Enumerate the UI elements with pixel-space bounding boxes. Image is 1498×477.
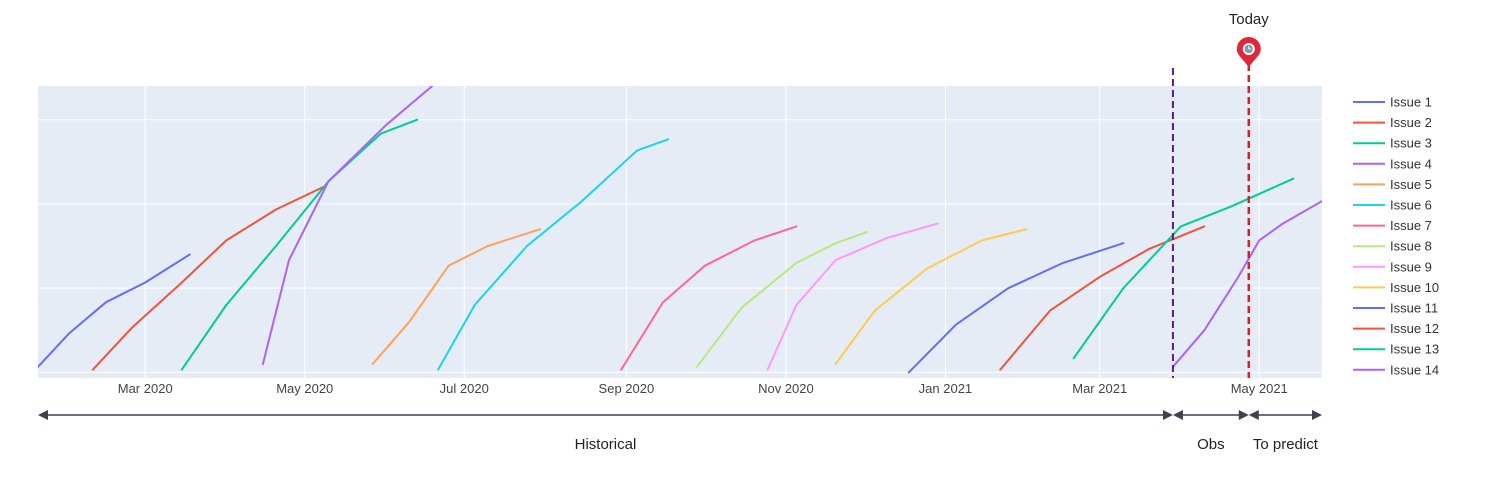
x-tick-label: Nov 2020 bbox=[758, 381, 814, 396]
x-tick-label: May 2020 bbox=[276, 381, 333, 396]
legend-label: Issue 2 bbox=[1390, 115, 1432, 130]
x-tick-label: Sep 2020 bbox=[599, 381, 655, 396]
legend-item: Issue 14 bbox=[1353, 362, 1439, 377]
series-line-issue-1 bbox=[38, 253, 191, 368]
series-line-issue-4 bbox=[261, 86, 434, 365]
legend-item: Issue 1 bbox=[1353, 95, 1432, 110]
legend-item: Issue 8 bbox=[1353, 239, 1432, 254]
x-tick-label: Mar 2020 bbox=[118, 381, 173, 396]
period-label-2: Obs bbox=[1197, 436, 1225, 453]
plot-background bbox=[38, 86, 1322, 378]
legend-label: Issue 7 bbox=[1390, 218, 1432, 233]
period-label-1: Historical bbox=[575, 436, 637, 453]
arrowhead-left-icon bbox=[1172, 410, 1183, 420]
legend-label: Issue 12 bbox=[1390, 321, 1439, 336]
legend-item: Issue 3 bbox=[1353, 136, 1432, 151]
legend-item: Issue 6 bbox=[1353, 198, 1432, 213]
legend-item: Issue 7 bbox=[1353, 218, 1432, 233]
legend-label: Issue 3 bbox=[1390, 136, 1432, 151]
legend-item: Issue 4 bbox=[1353, 156, 1432, 171]
series-line-issue-11 bbox=[907, 242, 1125, 374]
legend-label: Issue 9 bbox=[1390, 259, 1432, 274]
legend-item: Issue 5 bbox=[1353, 177, 1432, 192]
period-label-3: To predict bbox=[1253, 436, 1319, 453]
legend-label: Issue 10 bbox=[1390, 280, 1439, 295]
arrowhead-right-icon bbox=[1238, 410, 1249, 420]
series-line-issue-7 bbox=[620, 225, 798, 371]
legend-item: Issue 2 bbox=[1353, 115, 1432, 130]
series-line-issue-2 bbox=[91, 186, 324, 371]
x-tick-label: Mar 2021 bbox=[1072, 381, 1127, 396]
x-tick-label: Jul 2020 bbox=[440, 381, 489, 396]
series-line-issue-13 bbox=[1072, 177, 1295, 360]
x-tick-label: Jan 2021 bbox=[919, 381, 973, 396]
legend-item: Issue 9 bbox=[1353, 259, 1432, 274]
series-line-issue-10 bbox=[834, 228, 1028, 365]
x-tick-label: May 2021 bbox=[1231, 381, 1288, 396]
series-lines bbox=[38, 86, 1322, 374]
period-arrow-2 bbox=[1172, 410, 1249, 420]
series-line-issue-3 bbox=[180, 118, 419, 371]
period-arrow-3 bbox=[1248, 410, 1322, 420]
series-line-issue-6 bbox=[437, 138, 670, 371]
map-pin-icon bbox=[1236, 37, 1261, 68]
arrowhead-left-icon bbox=[1248, 410, 1259, 420]
series-line-issue-14 bbox=[1171, 200, 1322, 368]
reference-lines bbox=[1171, 64, 1251, 378]
series-line-issue-5 bbox=[371, 228, 542, 365]
series-line-issue-8 bbox=[696, 231, 868, 368]
legend-label: Issue 4 bbox=[1390, 156, 1432, 171]
arrowhead-left-icon bbox=[38, 410, 48, 420]
period-arrow-1 bbox=[38, 410, 1173, 420]
period-arrows: Historical Obs To predict bbox=[38, 410, 1322, 453]
legend: Issue 1 Issue 2 Issue 3 Issue 4 Issue 5 Issue… bbox=[1353, 95, 1439, 377]
legend-item: Issue 13 bbox=[1353, 342, 1439, 357]
legend-item: Issue 10 bbox=[1353, 280, 1439, 295]
plot-area bbox=[38, 86, 1322, 378]
x-axis-ticks: Mar 2020 May 2020 Jul 2020 Sep 2020 Nov 2020… bbox=[118, 381, 1288, 396]
legend-label: Issue 8 bbox=[1390, 239, 1432, 254]
series-line-issue-9 bbox=[766, 222, 939, 371]
arrowhead-right-icon bbox=[1162, 410, 1173, 420]
legend-label: Issue 6 bbox=[1390, 198, 1432, 213]
today-annotation: Today bbox=[1229, 11, 1270, 68]
legend-label: Issue 5 bbox=[1390, 177, 1432, 192]
legend-item: Issue 12 bbox=[1353, 321, 1439, 336]
legend-item: Issue 11 bbox=[1353, 301, 1438, 316]
gridlines bbox=[38, 86, 1322, 378]
legend-label: Issue 11 bbox=[1390, 301, 1438, 316]
legend-label: Issue 14 bbox=[1390, 362, 1439, 377]
legend-label: Issue 13 bbox=[1390, 342, 1439, 357]
today-label: Today bbox=[1229, 11, 1270, 28]
arrowhead-right-icon bbox=[1312, 410, 1322, 420]
legend-label: Issue 1 bbox=[1390, 95, 1432, 110]
